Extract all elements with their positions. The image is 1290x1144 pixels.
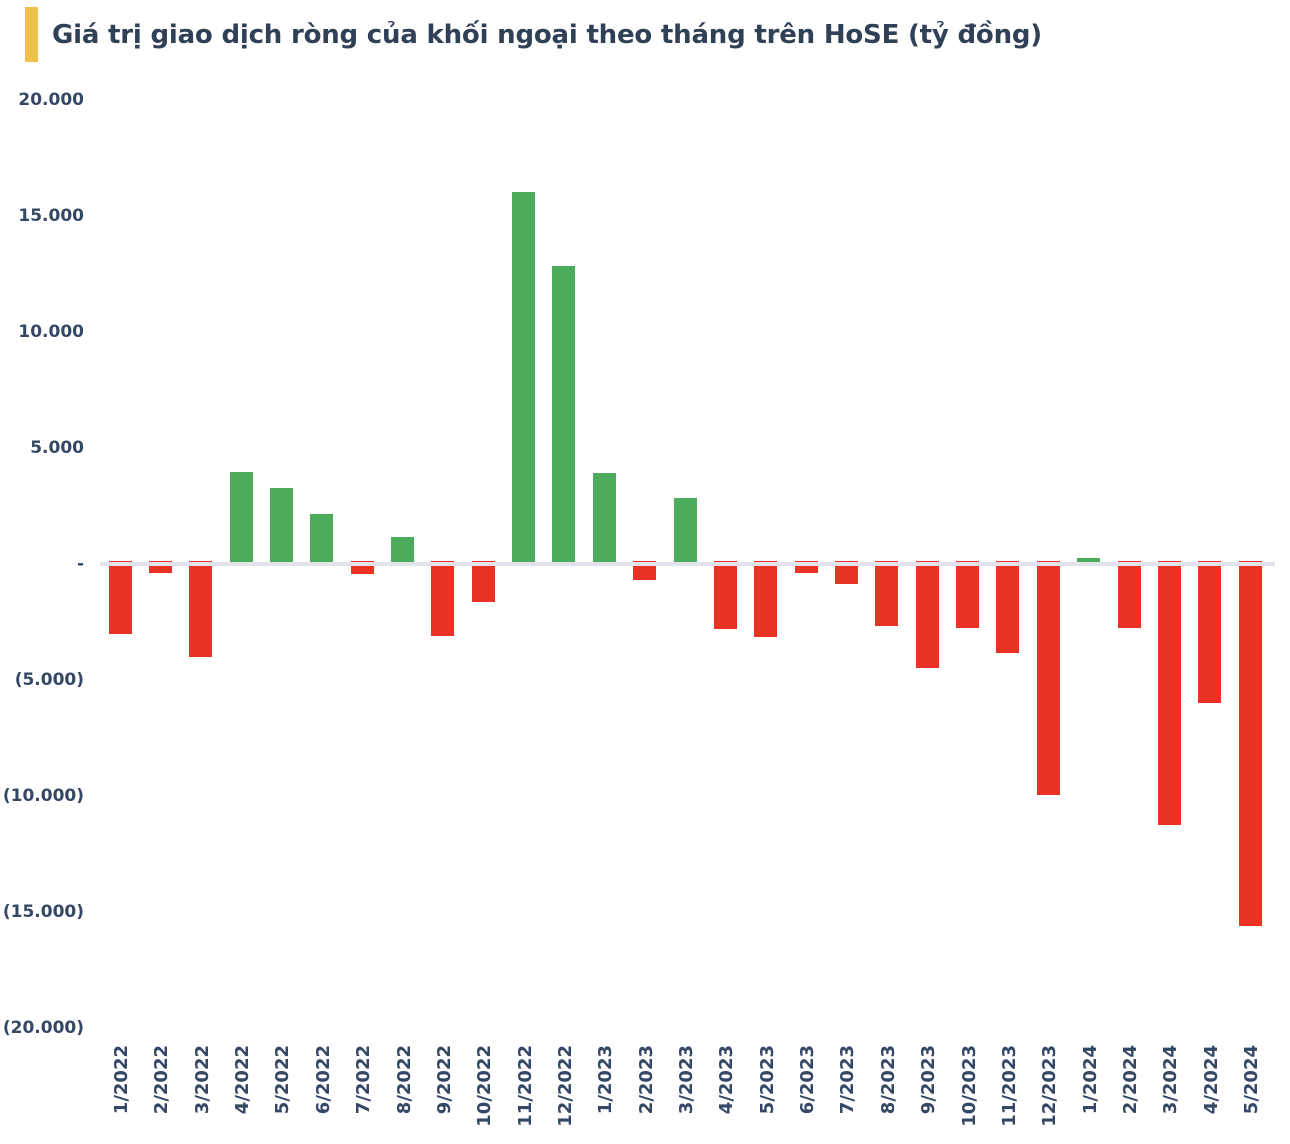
y-axis-tick-label: - [76,554,84,574]
y-axis-tick-label: (15.000) [2,902,84,922]
y-axis-tick-label: (10.000) [2,786,84,806]
zero-axis-line [100,562,1275,566]
bar-5/2022 [269,487,293,565]
x-axis-label: 9/2023 [918,1045,940,1115]
x-axis-label: 12/2022 [554,1045,576,1127]
y-axis-tick-label: 5.000 [30,438,84,458]
x-axis-label: 11/2023 [998,1045,1020,1127]
bar-7/2023 [834,561,858,584]
bar-9/2022 [431,561,455,636]
x-axis-label: 5/2022 [272,1045,294,1115]
x-axis-label: 4/2024 [1200,1045,1222,1115]
x-axis-label: 5/2024 [1241,1045,1263,1115]
x-axis-label: 7/2022 [353,1045,375,1115]
bar-4/2023 [713,561,737,629]
x-axis-label: 8/2022 [393,1045,415,1115]
bar-11/2023 [996,561,1020,654]
x-axis-label: 3/2022 [191,1045,213,1115]
x-axis-label: 3/2023 [676,1045,698,1115]
bar-6/2022 [310,513,334,565]
x-axis-label: 11/2022 [514,1045,536,1127]
x-axis-label: 5/2023 [756,1045,778,1115]
x-axis-label: 12/2023 [1039,1045,1061,1127]
bar-10/2023 [956,561,980,629]
x-axis-label: 8/2023 [877,1045,899,1115]
x-axis-label: 9/2022 [433,1045,455,1115]
x-axis-label: 6/2023 [797,1045,819,1115]
x-axis-label: 7/2023 [837,1045,859,1115]
bar-5/2023 [754,561,778,638]
x-axis-label: 4/2023 [716,1045,738,1115]
x-axis-label: 1/2023 [595,1045,617,1115]
bar-12/2022 [552,266,576,565]
y-axis-tick-label: 20.000 [18,90,84,110]
x-axis-label: 10/2023 [958,1045,980,1127]
chart-title: Giá trị giao dịch ròng của khối ngoại th… [52,20,1042,50]
x-axis-label: 1/2024 [1079,1045,1101,1115]
title-accent-bar [25,7,38,62]
x-axis-label: 6/2022 [312,1045,334,1115]
x-axis-label: 3/2024 [1160,1045,1182,1115]
bar-3/2023 [673,498,697,565]
bar-2/2024 [1117,561,1141,629]
y-axis-tick-label: 15.000 [18,206,84,226]
bar-4/2022 [229,472,253,565]
bar-1/2024 [1077,557,1101,565]
bar-4/2024 [1198,561,1222,703]
x-axis-label: 2/2023 [635,1045,657,1115]
y-axis-tick-label: (20.000) [2,1018,84,1038]
x-axis-label: 10/2022 [474,1045,496,1127]
bar-8/2022 [391,537,415,565]
bar-12/2023 [1036,561,1060,796]
bar-9/2023 [915,561,939,668]
bar-3/2022 [189,561,213,657]
bar-10/2022 [471,561,495,603]
y-axis-tick-label: (5.000) [14,670,84,690]
bar-1/2022 [108,561,132,634]
bar-11/2022 [512,191,536,565]
bar-8/2023 [875,561,899,626]
bar-1/2023 [592,473,616,565]
bar-3/2024 [1157,561,1181,826]
x-axis-label: 1/2022 [111,1045,132,1115]
y-axis-tick-label: 10.000 [18,322,84,342]
x-axis-label: 4/2022 [232,1045,254,1115]
x-axis-label: 2/2022 [151,1045,173,1115]
x-axis-label: 2/2024 [1120,1045,1141,1115]
bar-5/2024 [1238,561,1262,927]
